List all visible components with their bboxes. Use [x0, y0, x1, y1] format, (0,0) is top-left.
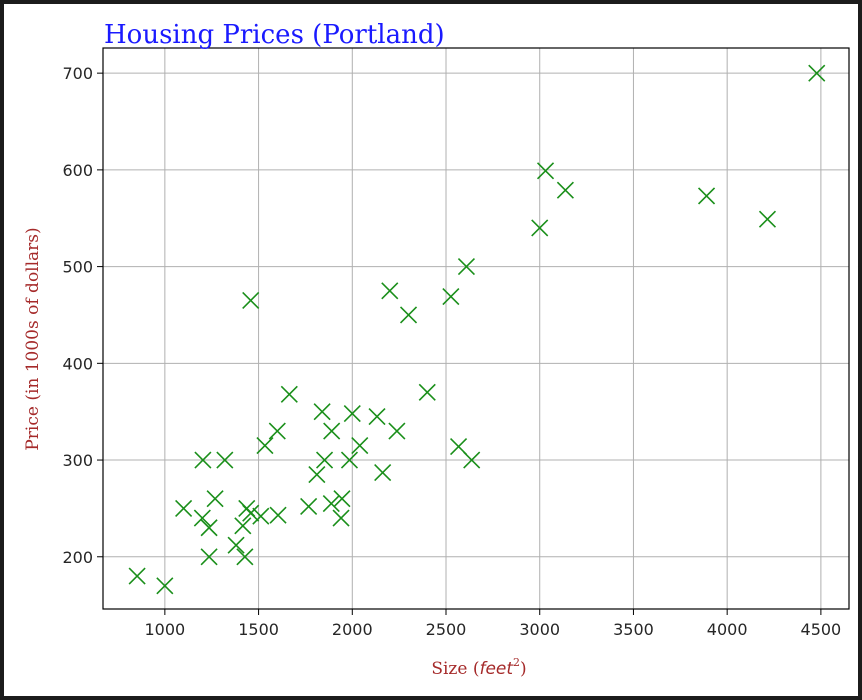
y-axis-label: Price (in 1000s of dollars)	[23, 227, 43, 450]
x-tick-label: 1000	[144, 620, 185, 639]
y-tick-label: 300	[62, 451, 93, 470]
x-tick-label: 4500	[801, 620, 842, 639]
data-point	[269, 506, 287, 524]
data-point	[418, 383, 436, 401]
data-point	[200, 519, 218, 537]
x-axis-label: Size (feet2)	[431, 656, 526, 679]
data-point	[156, 577, 174, 595]
data-point	[234, 517, 252, 535]
data-points	[128, 64, 826, 595]
x-axis-ticks: 1000 1500 2000 2500 3000 3500 4000 4500	[144, 609, 841, 639]
data-point	[300, 497, 318, 516]
x-tick-label: 1500	[238, 620, 279, 639]
y-tick-label: 600	[62, 161, 93, 180]
data-point	[313, 403, 331, 421]
x-tick-label: 2500	[426, 620, 467, 639]
data-point	[332, 509, 350, 527]
x-tick-label: 3500	[613, 620, 654, 639]
data-point	[280, 385, 298, 403]
data-point	[175, 499, 193, 517]
data-point	[252, 507, 270, 525]
data-point	[536, 162, 555, 180]
data-point	[758, 210, 777, 228]
x-tick-label: 2000	[332, 620, 373, 639]
data-point	[242, 504, 260, 522]
data-point	[531, 219, 549, 237]
x-axis-label-suffix: )	[520, 659, 527, 679]
data-point	[399, 306, 418, 324]
data-point	[463, 451, 481, 469]
data-point	[457, 258, 476, 276]
data-point	[242, 291, 260, 310]
x-tick-label: 3000	[519, 620, 560, 639]
plot-frame	[102, 47, 850, 610]
chart-title: Housing Prices (Portland)	[104, 20, 445, 50]
data-point	[343, 405, 361, 423]
data-point	[808, 64, 826, 82]
data-point	[227, 536, 245, 554]
data-point	[193, 509, 211, 527]
data-point	[206, 490, 224, 508]
data-point	[442, 288, 460, 306]
data-point	[556, 181, 574, 199]
data-point	[216, 451, 234, 469]
figure: 1000 1500 2000 2500 3000 3500 4000 4500 200 300 4…	[4, 4, 858, 696]
data-point	[351, 436, 369, 455]
y-tick-label: 500	[62, 258, 93, 277]
y-axis-ticks: 200 300 400 500 600 700	[62, 64, 103, 567]
data-point	[368, 407, 386, 426]
data-point	[323, 422, 341, 440]
grid-lines	[103, 48, 849, 609]
data-point	[128, 567, 146, 585]
y-tick-label: 400	[62, 354, 93, 373]
data-point	[315, 451, 334, 469]
x-axis-label-prefix: Size (	[431, 659, 479, 679]
data-point	[308, 465, 326, 484]
x-axis-label-power: 2	[513, 656, 520, 669]
y-tick-label: 700	[62, 64, 93, 83]
y-tick-label: 200	[62, 548, 93, 567]
data-point	[333, 490, 351, 508]
data-point	[268, 422, 286, 440]
data-point	[381, 282, 399, 300]
data-point	[697, 187, 716, 205]
scatter-chart: 1000 1500 2000 2500 3000 3500 4000 4500 2003004…	[23, 20, 850, 679]
data-point	[194, 451, 212, 469]
data-point	[200, 548, 218, 566]
data-point	[256, 436, 274, 455]
x-tick-label: 4000	[707, 620, 748, 639]
data-point	[374, 464, 392, 482]
data-point	[322, 495, 340, 513]
data-point	[340, 451, 359, 469]
x-axis-label-unit: feet	[479, 659, 514, 679]
data-point	[236, 548, 254, 566]
data-point	[388, 422, 406, 440]
